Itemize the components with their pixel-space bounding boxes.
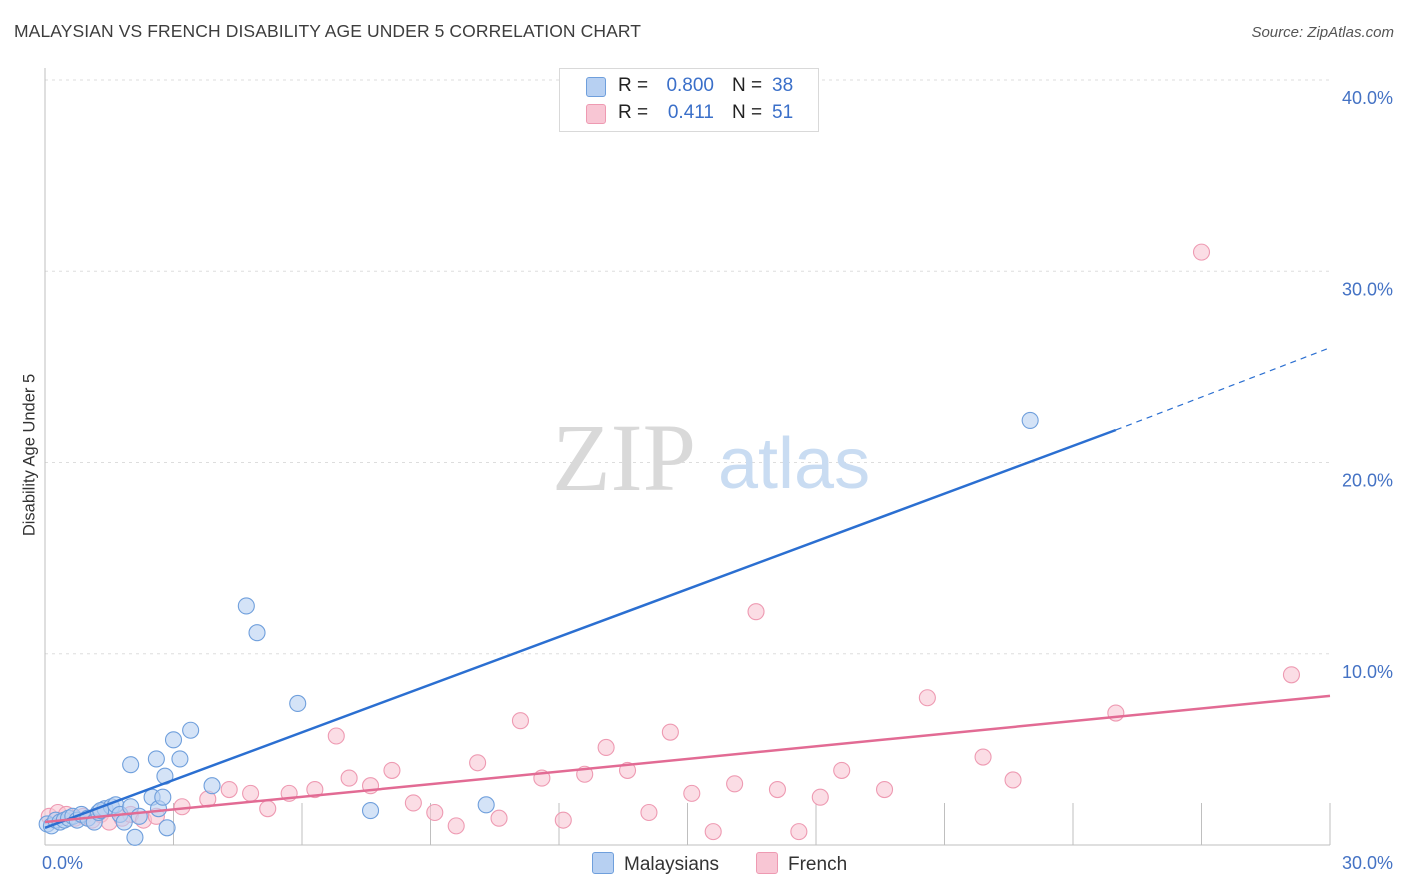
y-tick-label: 10.0% — [1342, 662, 1393, 682]
y-tick-labels: 10.0% 20.0% 30.0% 40.0% — [1342, 88, 1393, 682]
french-point[interactable] — [173, 798, 191, 816]
chart-title: MALAYSIAN VS FRENCH DISABILITY AGE UNDER… — [14, 21, 642, 41]
watermark-zip: ZIP — [552, 404, 696, 511]
malaysians-point[interactable] — [477, 796, 495, 814]
french-points — [40, 243, 1300, 841]
french-point[interactable] — [1192, 243, 1211, 261]
french-point[interactable] — [340, 769, 358, 787]
french-point[interactable] — [747, 603, 765, 621]
grid-lines — [45, 79, 1330, 655]
trend-lines — [44, 347, 1331, 829]
axes — [44, 68, 1331, 846]
malaysians-point[interactable] — [237, 597, 255, 615]
malaysians-point[interactable] — [361, 802, 380, 820]
legend-label: Malaysians — [624, 854, 720, 875]
french-point[interactable] — [918, 689, 936, 707]
legend-item-french[interactable]: French — [756, 852, 847, 876]
n-value: 38 — [772, 75, 794, 96]
french-point[interactable] — [790, 823, 808, 841]
malaysians-point[interactable] — [158, 819, 176, 837]
x-tick-label: 30.0% — [1342, 853, 1393, 873]
french-point[interactable] — [704, 823, 722, 841]
n-label: N = — [732, 75, 763, 96]
french-point[interactable] — [554, 811, 572, 829]
french-point[interactable] — [768, 780, 787, 799]
malaysians-point[interactable] — [126, 828, 144, 846]
french-point[interactable] — [1004, 771, 1022, 789]
n-label: N = — [732, 102, 763, 123]
french-point[interactable] — [511, 712, 530, 730]
french-point[interactable] — [383, 761, 401, 779]
malaysians-point[interactable] — [130, 807, 148, 825]
legend-row-french: R = 0.411 N = 51 — [560, 101, 818, 127]
french-swatch — [586, 104, 606, 124]
french-point[interactable] — [426, 803, 444, 822]
n-value: 51 — [772, 102, 794, 123]
r-value: 0.411 — [667, 102, 714, 123]
french-trend-line — [44, 694, 1331, 824]
malaysians-trend-extension — [1115, 347, 1331, 431]
malaysians-point[interactable] — [154, 788, 172, 806]
y-tick-label: 40.0% — [1342, 88, 1393, 108]
french-point[interactable] — [661, 723, 679, 741]
french-point[interactable] — [490, 809, 508, 827]
french-point[interactable] — [683, 784, 701, 802]
watermark: ZIP atlas — [552, 404, 870, 511]
watermark-atlas: atlas — [718, 424, 870, 504]
correlation-legend: R = 0.800 N = 38 R = 0.411 N = 51 — [559, 68, 819, 132]
french-point[interactable] — [597, 738, 615, 757]
french-point[interactable] — [242, 784, 260, 802]
malaysians-point[interactable] — [248, 624, 266, 642]
source-label: Source: ZipAtlas.com — [1251, 24, 1394, 41]
r-value: 0.800 — [666, 75, 714, 96]
x-tick-labels: 0.0% 30.0% — [42, 853, 1393, 873]
french-point[interactable] — [974, 748, 992, 766]
malaysians-point[interactable] — [164, 731, 183, 749]
french-point[interactable] — [259, 800, 277, 818]
malaysians-point[interactable] — [171, 750, 189, 768]
malaysians-point[interactable] — [147, 750, 165, 768]
french-point[interactable] — [875, 780, 894, 799]
y-tick-label: 30.0% — [1342, 279, 1393, 299]
malaysians-swatch — [592, 852, 614, 874]
malaysians-trend-line — [44, 428, 1117, 829]
malaysians-point[interactable] — [182, 721, 200, 739]
french-point[interactable] — [640, 803, 658, 822]
malaysians-point[interactable] — [289, 694, 307, 713]
french-point[interactable] — [327, 727, 345, 745]
french-point[interactable] — [220, 780, 238, 799]
x-tick-label: 0.0% — [42, 853, 83, 873]
french-point[interactable] — [833, 761, 851, 779]
y-tick-label: 20.0% — [1342, 471, 1393, 491]
r-label: R = — [618, 75, 649, 96]
legend-row-malaysians: R = 0.800 N = 38 — [560, 74, 818, 100]
legend-label: French — [788, 854, 848, 875]
french-point[interactable] — [811, 788, 829, 806]
malaysians-swatch — [586, 77, 606, 97]
malaysians-point[interactable] — [203, 777, 221, 795]
legend-item-malaysians[interactable]: Malaysians — [592, 852, 719, 876]
r-label: R = — [618, 102, 649, 123]
french-swatch — [756, 852, 778, 874]
malaysians-point[interactable] — [122, 756, 140, 774]
malaysians-point[interactable] — [1021, 411, 1039, 429]
french-point[interactable] — [469, 754, 487, 772]
french-point[interactable] — [447, 817, 465, 835]
malaysians-point[interactable] — [115, 813, 133, 831]
french-point[interactable] — [404, 794, 422, 812]
french-point[interactable] — [726, 775, 744, 793]
french-point[interactable] — [306, 780, 324, 799]
french-point[interactable] — [1282, 666, 1300, 684]
